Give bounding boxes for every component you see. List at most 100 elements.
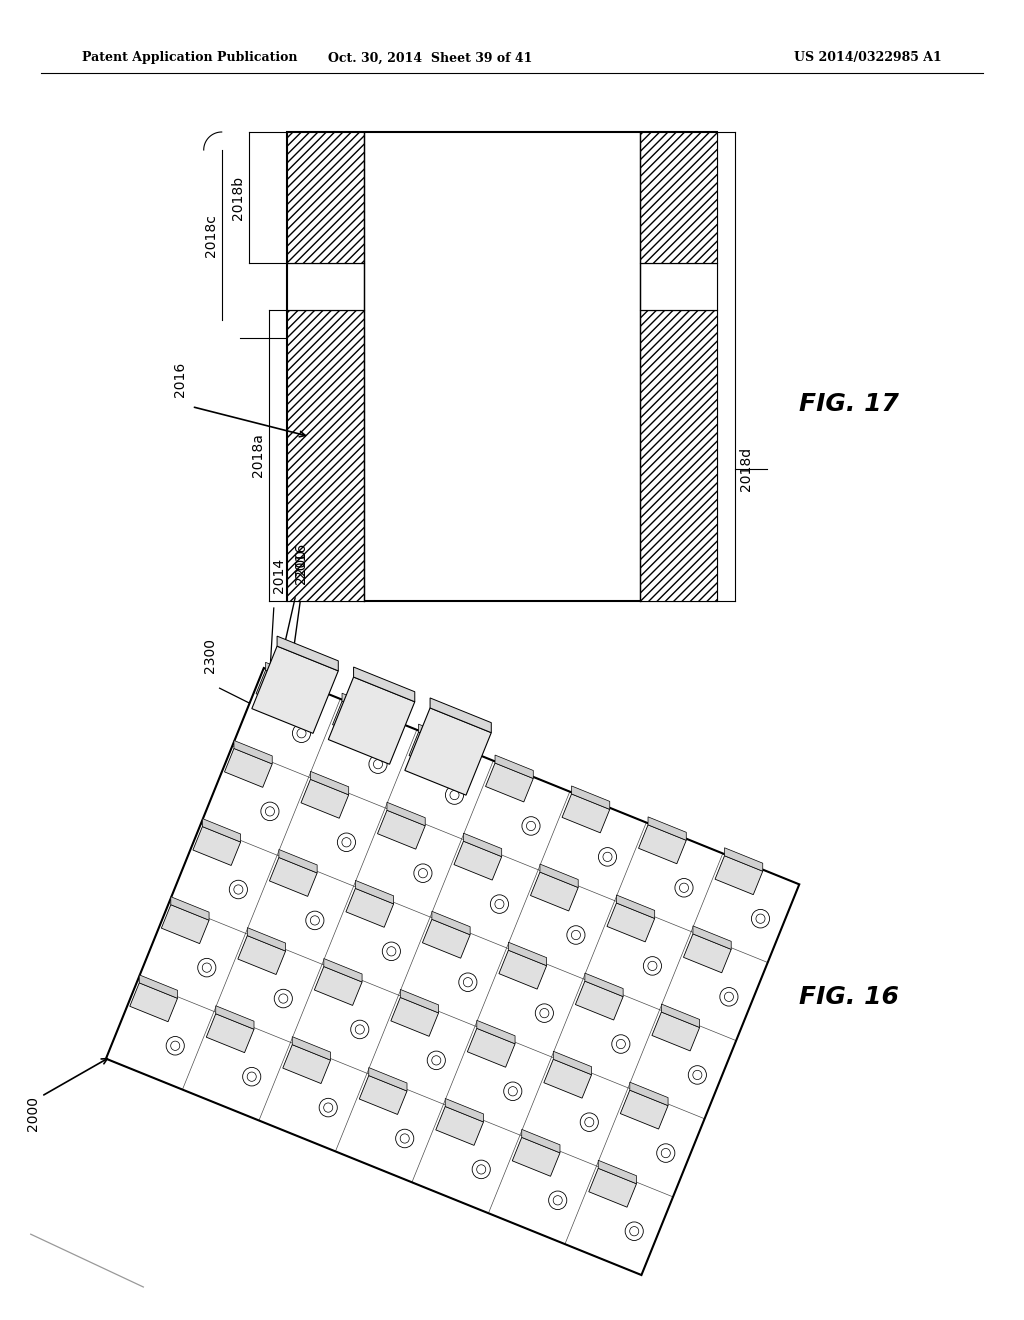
Polygon shape [419, 725, 457, 747]
Ellipse shape [693, 1071, 701, 1080]
Ellipse shape [680, 883, 688, 892]
Polygon shape [314, 966, 362, 1006]
Polygon shape [256, 671, 304, 709]
Polygon shape [589, 1168, 637, 1208]
Polygon shape [530, 873, 579, 911]
Ellipse shape [319, 1098, 337, 1117]
Text: 2016: 2016 [294, 543, 308, 578]
Ellipse shape [720, 987, 738, 1006]
Ellipse shape [540, 1008, 549, 1018]
Polygon shape [485, 763, 534, 803]
Polygon shape [216, 1006, 254, 1030]
Ellipse shape [306, 911, 324, 929]
Text: FIG. 17: FIG. 17 [799, 392, 899, 416]
Polygon shape [353, 667, 415, 702]
Ellipse shape [752, 909, 770, 928]
Polygon shape [639, 825, 686, 863]
Polygon shape [495, 755, 534, 779]
Polygon shape [310, 771, 349, 795]
Polygon shape [436, 1106, 483, 1146]
Polygon shape [725, 847, 763, 871]
Polygon shape [359, 1076, 407, 1114]
Ellipse shape [279, 994, 288, 1003]
Ellipse shape [247, 1072, 256, 1081]
Polygon shape [391, 998, 438, 1036]
Polygon shape [400, 990, 438, 1012]
Bar [287, 132, 364, 263]
Ellipse shape [490, 895, 509, 913]
Bar [287, 132, 717, 601]
Ellipse shape [549, 1191, 567, 1209]
Polygon shape [522, 1130, 560, 1152]
Text: 2300: 2300 [203, 638, 217, 673]
Polygon shape [464, 833, 502, 857]
Ellipse shape [166, 1036, 184, 1055]
Bar [640, 132, 717, 263]
Polygon shape [693, 925, 731, 949]
Polygon shape [283, 1044, 331, 1084]
Polygon shape [269, 858, 317, 896]
Ellipse shape [472, 1160, 490, 1179]
Polygon shape [301, 779, 349, 818]
Bar [640, 310, 717, 601]
Ellipse shape [203, 964, 211, 973]
Ellipse shape [198, 958, 216, 977]
Bar [287, 310, 364, 601]
Ellipse shape [688, 1065, 707, 1084]
Ellipse shape [662, 1148, 671, 1158]
Ellipse shape [536, 1005, 553, 1023]
Ellipse shape [756, 913, 765, 923]
Ellipse shape [229, 880, 248, 899]
Ellipse shape [567, 925, 585, 944]
Ellipse shape [553, 1196, 562, 1205]
Ellipse shape [445, 785, 464, 804]
Ellipse shape [233, 884, 243, 894]
Ellipse shape [400, 1134, 410, 1143]
Polygon shape [105, 668, 800, 1275]
Polygon shape [252, 645, 338, 734]
Text: 2018b: 2018b [230, 176, 245, 219]
Polygon shape [423, 919, 470, 958]
Ellipse shape [414, 863, 432, 883]
Polygon shape [616, 895, 654, 919]
Polygon shape [265, 663, 304, 686]
Ellipse shape [598, 847, 616, 866]
Polygon shape [467, 1028, 515, 1068]
Polygon shape [454, 841, 502, 880]
Polygon shape [292, 1036, 331, 1060]
Text: 2016: 2016 [173, 362, 186, 396]
Polygon shape [404, 708, 492, 795]
Text: 2014: 2014 [271, 558, 286, 593]
Polygon shape [162, 904, 209, 944]
Text: Patent Application Publication: Patent Application Publication [82, 51, 297, 65]
Ellipse shape [243, 1068, 261, 1086]
Polygon shape [279, 850, 317, 873]
Polygon shape [540, 865, 579, 887]
Polygon shape [238, 936, 286, 974]
Polygon shape [630, 1082, 668, 1106]
Ellipse shape [630, 1226, 639, 1236]
Polygon shape [324, 958, 362, 982]
Polygon shape [378, 810, 425, 849]
Ellipse shape [350, 1020, 369, 1039]
Polygon shape [432, 911, 470, 935]
Polygon shape [662, 1005, 699, 1027]
Text: 2000: 2000 [27, 1097, 40, 1131]
Bar [640, 263, 717, 310]
Ellipse shape [463, 978, 472, 987]
Polygon shape [206, 1014, 254, 1052]
Ellipse shape [427, 1051, 445, 1069]
Polygon shape [342, 693, 380, 717]
Text: 2018a: 2018a [251, 433, 265, 478]
Bar [287, 263, 364, 310]
Polygon shape [652, 1012, 699, 1051]
Polygon shape [648, 817, 686, 841]
Polygon shape [477, 1020, 515, 1044]
Ellipse shape [724, 993, 733, 1002]
Ellipse shape [342, 838, 351, 847]
Polygon shape [553, 1051, 592, 1074]
Ellipse shape [504, 1082, 522, 1101]
Ellipse shape [432, 1056, 440, 1065]
Ellipse shape [265, 807, 274, 816]
Ellipse shape [374, 759, 383, 768]
